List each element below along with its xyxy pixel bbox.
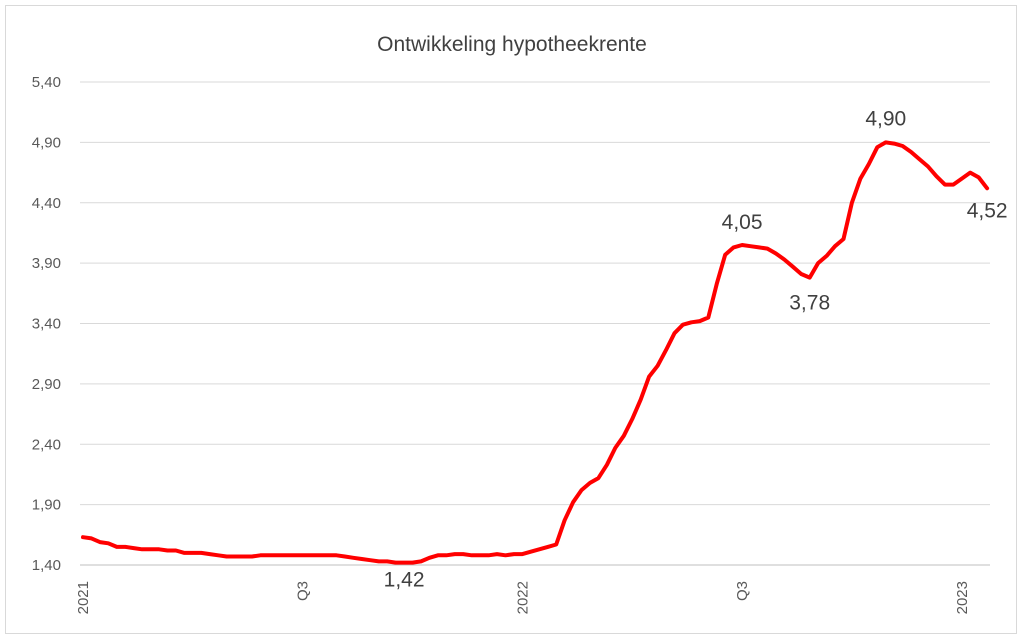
x-tick-label: 2021 bbox=[75, 581, 92, 614]
y-tick-label: 3,40 bbox=[32, 316, 61, 333]
y-tick-label: 3,90 bbox=[32, 255, 61, 272]
data-label: 4,52 bbox=[967, 199, 1008, 222]
series-layer bbox=[81, 140, 990, 565]
y-tick-label: 1,90 bbox=[32, 497, 61, 514]
y-tick-label: 4,40 bbox=[32, 195, 61, 212]
x-axis-tick-labels: 2021 Q3 2022 Q3 2023 bbox=[75, 581, 971, 614]
series-line bbox=[81, 140, 990, 565]
y-tick-label: 2,90 bbox=[32, 376, 61, 393]
gridlines bbox=[80, 81, 990, 566]
y-tick-label: 5,40 bbox=[32, 74, 61, 91]
chart-frame bbox=[5, 5, 1017, 634]
data-label: 4,05 bbox=[722, 211, 763, 234]
x-tick-label: 2023 bbox=[954, 581, 971, 614]
y-tick-label: 4,90 bbox=[32, 134, 61, 151]
y-axis-tick-labels: 1,40 1,90 2,40 2,90 3,40 3,90 4,40 4,90 5,40 bbox=[32, 74, 61, 574]
data-label: 4,90 bbox=[865, 107, 906, 130]
chart-title: Ontwikkeling hypotheekrente bbox=[377, 33, 647, 56]
y-tick-label: 1,40 bbox=[32, 557, 61, 574]
data-label: 3,78 bbox=[789, 292, 830, 315]
annotations: 1,42 4,05 3,78 4,90 4,52 bbox=[384, 107, 1008, 591]
x-tick-label: 2022 bbox=[514, 581, 531, 614]
y-tick-label: 2,40 bbox=[32, 436, 61, 453]
x-tick-label: Q3 bbox=[734, 581, 751, 601]
x-tick-label: Q3 bbox=[295, 581, 312, 601]
data-label: 1,42 bbox=[384, 569, 425, 592]
